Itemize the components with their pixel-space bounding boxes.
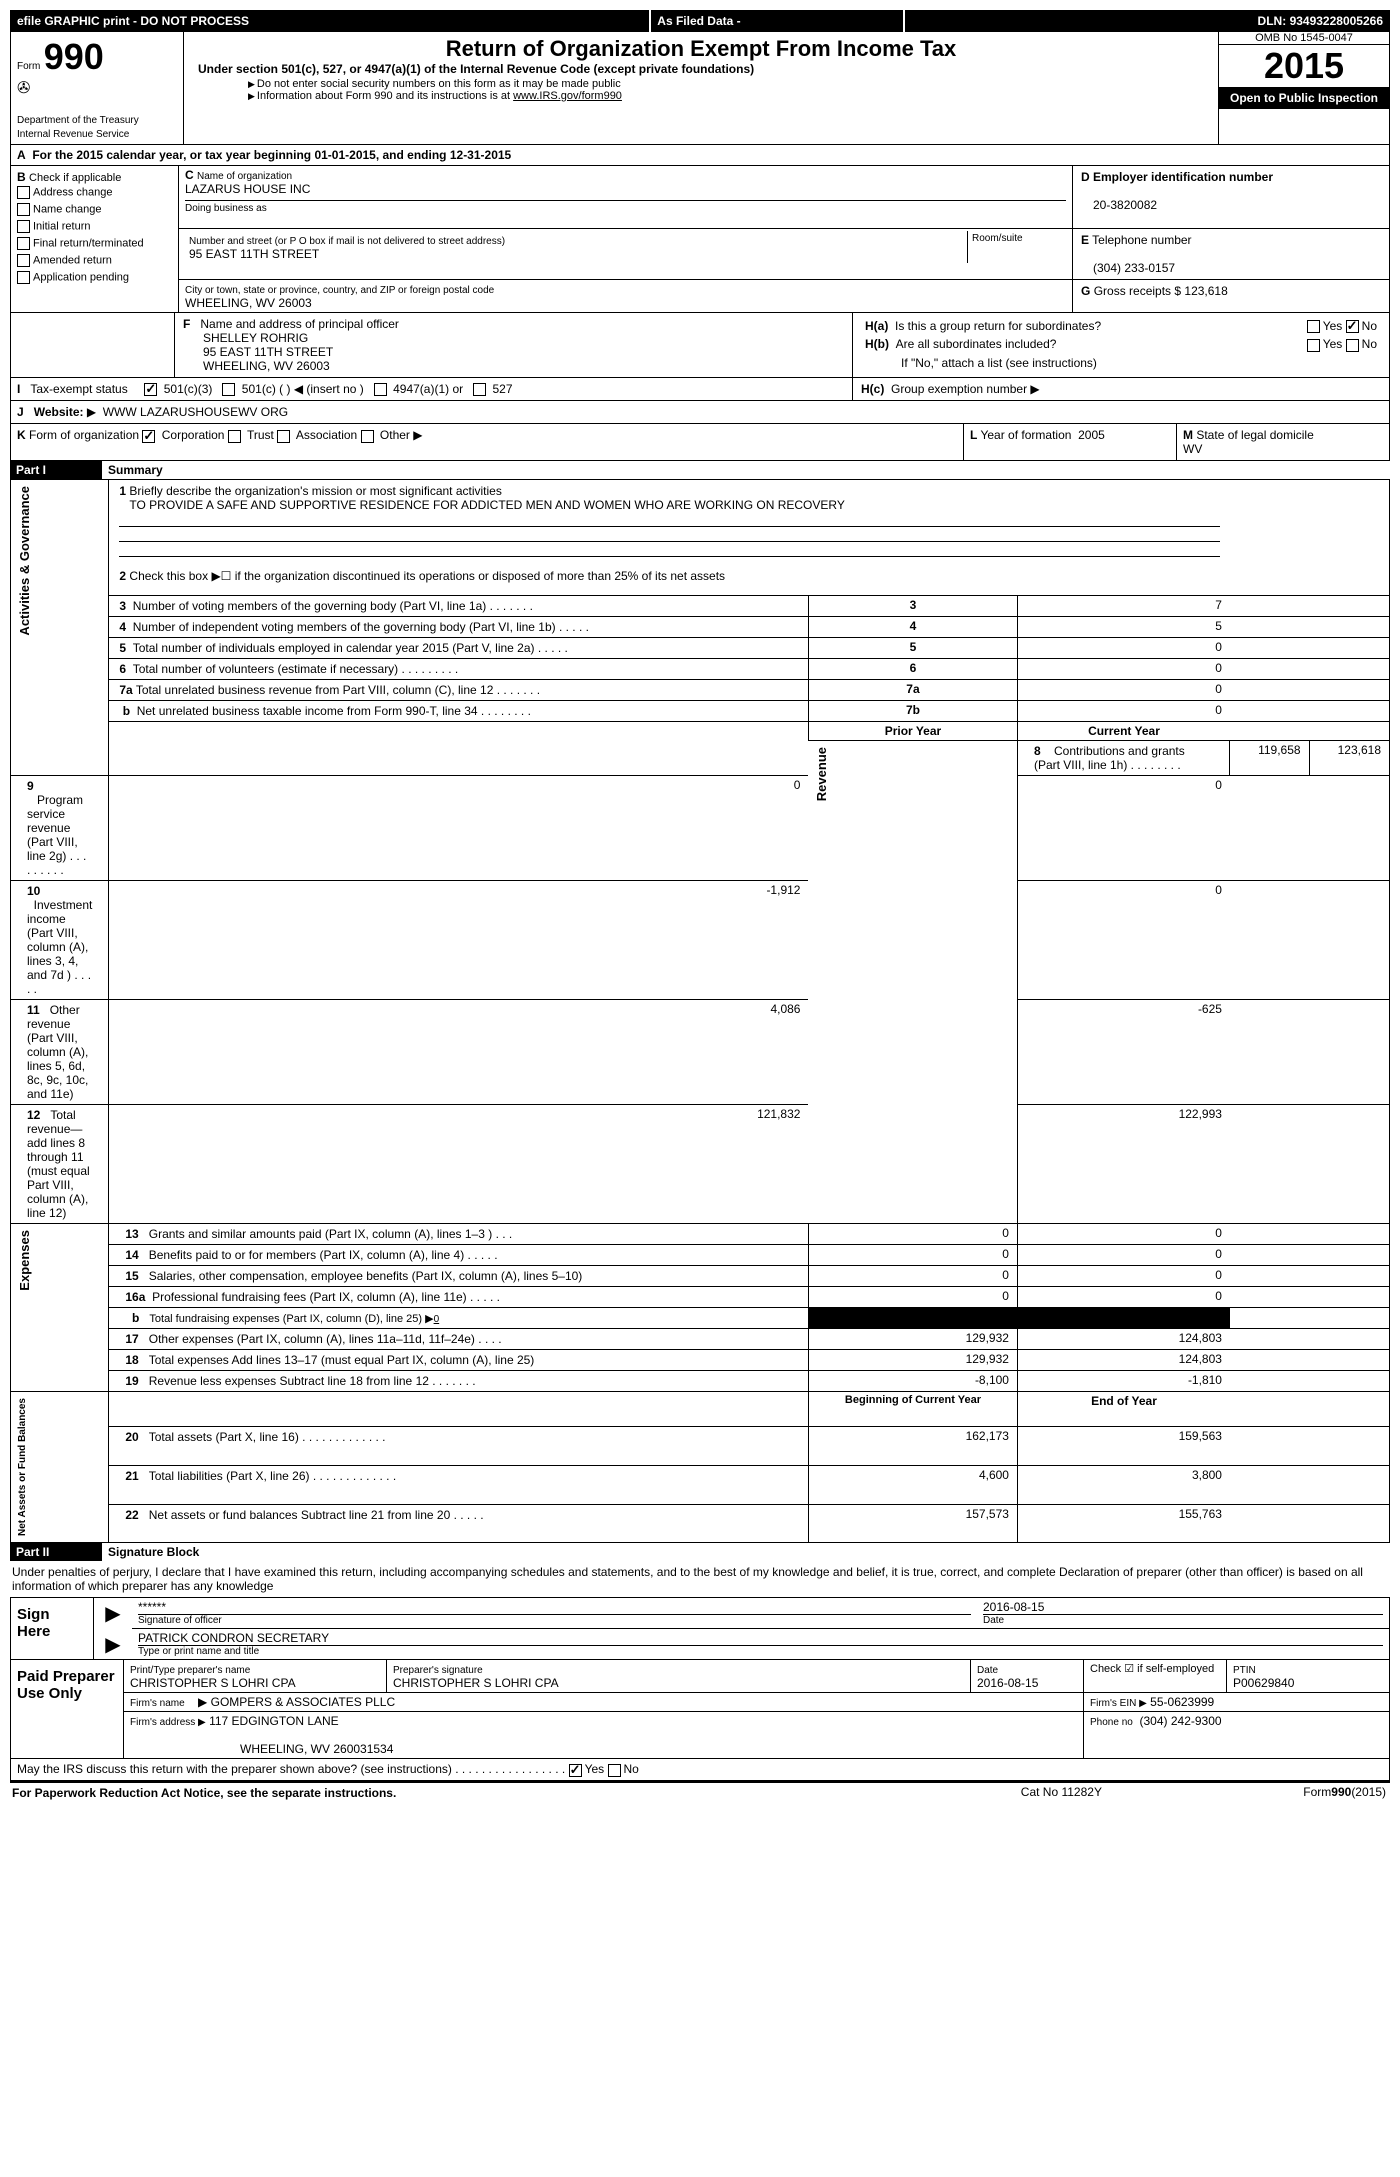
sign-here-block: Sign Here ▶ ****** Signature of officer … <box>10 1597 1390 1660</box>
discuss-no[interactable] <box>608 1764 621 1777</box>
street: 95 EAST 11TH STREET <box>189 247 319 261</box>
dln-label: DLN: <box>1258 14 1287 28</box>
part-i-header: Part I Summary <box>10 461 1390 479</box>
irs-link[interactable]: www.IRS.gov/form990 <box>513 90 622 102</box>
perjury-text: Under penalties of perjury, I declare th… <box>10 1561 1390 1597</box>
klm-block: K Form of organization Corporation Trust… <box>10 424 1390 461</box>
officer-block: F Name and address of principal officer … <box>10 313 1390 378</box>
ha-no[interactable] <box>1346 320 1359 333</box>
officer-signed: PATRICK CONDRON SECRETARY <box>138 1631 329 1645</box>
501c3-checkbox[interactable] <box>144 383 157 396</box>
page-footer: For Paperwork Reduction Act Notice, see … <box>10 1781 1390 1803</box>
checkbox-address-change[interactable] <box>17 186 30 199</box>
hb-yes[interactable] <box>1307 339 1320 352</box>
org-info-block: B Check if applicable Address change Nam… <box>10 166 1390 313</box>
city: WHEELING, WV 26003 <box>185 296 312 310</box>
side-expenses: Expenses <box>15 1226 34 1295</box>
side-revenue: Revenue <box>812 743 831 805</box>
omb-no: OMB No 1545-0047 <box>1219 32 1389 45</box>
website-block: J Website: ▶ WWW LAZARUSHOUSEWV ORG <box>10 401 1390 424</box>
form-header: Form 990 ✇ Department of the Treasury In… <box>10 32 1390 145</box>
side-net-assets: Net Assets or Fund Balances <box>15 1394 30 1540</box>
top-header-bar: efile GRAPHIC print - DO NOT PROCESS As … <box>10 10 1390 32</box>
officer-name: SHELLEY ROHRIG <box>183 331 308 345</box>
irs-label: Internal Revenue Service <box>17 129 129 140</box>
discuss-yes[interactable] <box>569 1764 582 1777</box>
form-title: Return of Organization Exempt From Incom… <box>188 36 1214 62</box>
part-ii-header: Part II Signature Block <box>10 1543 1390 1561</box>
k-corp[interactable] <box>142 430 155 443</box>
paid-preparer-block: Paid Preparer Use Only Print/Type prepar… <box>10 1660 1390 1759</box>
ha-yes[interactable] <box>1307 320 1320 333</box>
dln-value: 93493228005266 <box>1290 14 1383 28</box>
checkbox-amended[interactable] <box>17 254 30 267</box>
asfiled-label: As Filed Data - <box>650 11 904 32</box>
checkbox-initial-return[interactable] <box>17 220 30 233</box>
form-subtitle: Under section 501(c), 527, or 4947(a)(1)… <box>188 62 1214 76</box>
gross-receipts: 123,618 <box>1184 284 1227 298</box>
hb-no[interactable] <box>1346 339 1359 352</box>
checkbox-final-return[interactable] <box>17 237 30 250</box>
inspection-label: Open to Public Inspection <box>1219 87 1389 109</box>
efile-label: efile GRAPHIC print - DO NOT PROCESS <box>11 11 651 32</box>
ein-value: 20-3820082 <box>1081 198 1157 212</box>
tax-year: 2015 <box>1219 45 1389 87</box>
form-number: 990 <box>44 36 104 77</box>
mission-text: TO PROVIDE A SAFE AND SUPPORTIVE RESIDEN… <box>119 498 844 512</box>
dept-treasury: Department of the Treasury <box>17 115 139 126</box>
side-activities: Activities & Governance <box>15 482 34 640</box>
form-word: Form <box>17 61 40 72</box>
telephone: (304) 233-0157 <box>1081 261 1175 275</box>
website: WWW LAZARUSHOUSEWV ORG <box>103 405 288 419</box>
part-i-body: Activities & Governance 1 Briefly descri… <box>10 479 1390 1543</box>
checkbox-name-change[interactable] <box>17 203 30 216</box>
tax-status-block: I Tax-exempt status 501(c)(3) 501(c) ( )… <box>10 378 1390 401</box>
domicile-state: WV <box>1183 442 1202 456</box>
checkbox-app-pending[interactable] <box>17 271 30 284</box>
org-name: LAZARUS HOUSE INC <box>185 182 310 196</box>
inst1: Do not enter social security numbers on … <box>248 78 621 90</box>
discuss-block: May the IRS discuss this return with the… <box>10 1759 1390 1780</box>
line-a: A For the 2015 calendar year, or tax yea… <box>10 145 1390 166</box>
formation-year: 2005 <box>1078 428 1105 442</box>
